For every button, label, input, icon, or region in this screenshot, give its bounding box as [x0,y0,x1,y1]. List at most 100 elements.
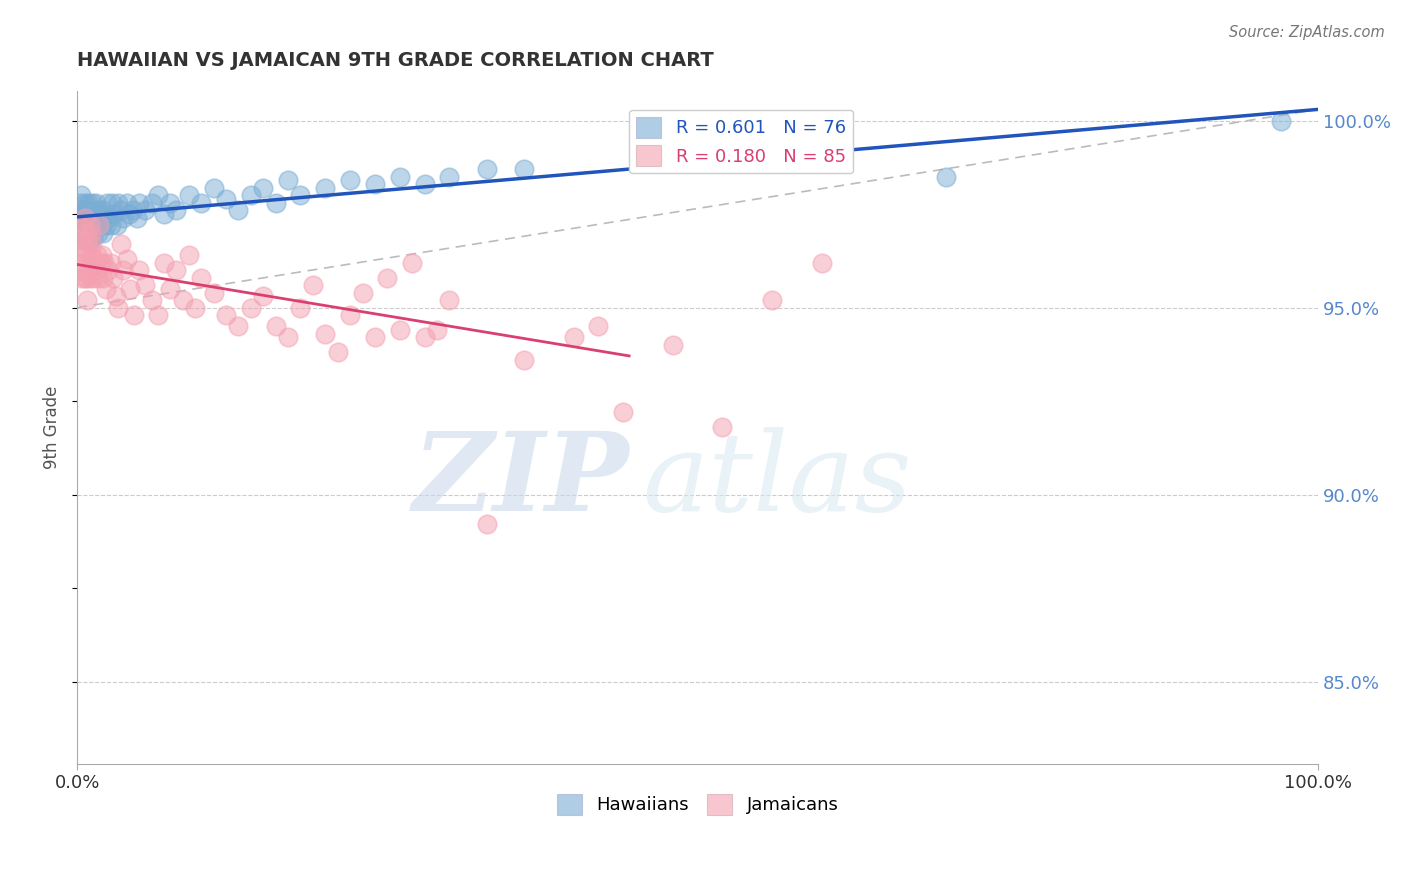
Point [93,256,115,270]
Point [80,237,103,252]
Point [75,270,97,285]
Point [80,248,103,262]
Text: ZIP: ZIP [413,427,630,535]
Point [89,211,111,225]
Point [89,219,111,233]
Point [290,188,312,202]
Point [69,195,91,210]
Point [77,233,100,247]
Point [73,270,96,285]
Point [228,203,250,218]
Point [252,181,274,195]
Point [115,195,138,210]
Point [388,169,411,184]
Point [86,248,108,262]
Point [711,420,734,434]
Point [377,270,399,285]
Point [69,219,91,233]
Point [134,278,156,293]
Point [388,323,411,337]
Point [352,285,374,300]
Point [165,203,187,218]
Point [339,173,361,187]
Point [239,188,262,202]
Point [79,233,101,247]
Point [91,270,114,285]
Point [146,308,169,322]
Point [90,219,112,233]
Point [314,326,336,341]
Point [82,252,104,266]
Point [111,263,134,277]
Point [80,211,103,225]
Point [426,323,449,337]
Text: atlas: atlas [641,427,911,535]
Point [76,229,98,244]
Point [146,188,169,202]
Point [761,293,783,307]
Point [935,169,957,184]
Point [215,192,238,206]
Point [79,219,101,233]
Point [72,207,94,221]
Point [90,248,112,262]
Point [101,195,124,210]
Point [153,256,176,270]
Point [70,203,93,218]
Point [239,301,262,315]
Point [75,226,97,240]
Point [184,301,207,315]
Point [810,256,832,270]
Point [90,203,112,218]
Point [413,330,436,344]
Point [562,330,585,344]
Point [141,293,163,307]
Point [75,211,97,225]
Point [80,260,103,274]
Point [364,177,387,191]
Point [76,293,98,307]
Point [69,211,91,225]
Point [104,289,127,303]
Point [748,144,770,158]
Point [125,211,148,225]
Point [439,169,461,184]
Point [70,222,93,236]
Point [100,256,122,270]
Point [73,222,96,236]
Point [118,207,141,221]
Point [110,203,132,218]
Point [82,207,104,221]
Point [159,195,181,210]
Point [91,226,114,240]
Point [84,219,107,233]
Point [120,282,142,296]
Y-axis label: 9th Grade: 9th Grade [44,385,60,469]
Point [662,338,685,352]
Point [364,330,387,344]
Point [79,207,101,221]
Point [80,226,103,240]
Point [177,188,200,202]
Point [105,219,128,233]
Legend: Hawaiians, Jamaicans: Hawaiians, Jamaicans [550,787,846,822]
Point [122,203,145,218]
Point [72,233,94,247]
Point [83,260,105,274]
Point [153,207,176,221]
Point [302,278,325,293]
Point [103,207,125,221]
Point [588,319,610,334]
Point [77,263,100,277]
Point [94,219,117,233]
Point [97,263,120,277]
Point [94,282,117,296]
Point [190,195,212,210]
Point [84,263,107,277]
Point [77,219,100,233]
Point [202,285,225,300]
Point [141,195,163,210]
Point [159,282,181,296]
Point [290,301,312,315]
Point [69,233,91,247]
